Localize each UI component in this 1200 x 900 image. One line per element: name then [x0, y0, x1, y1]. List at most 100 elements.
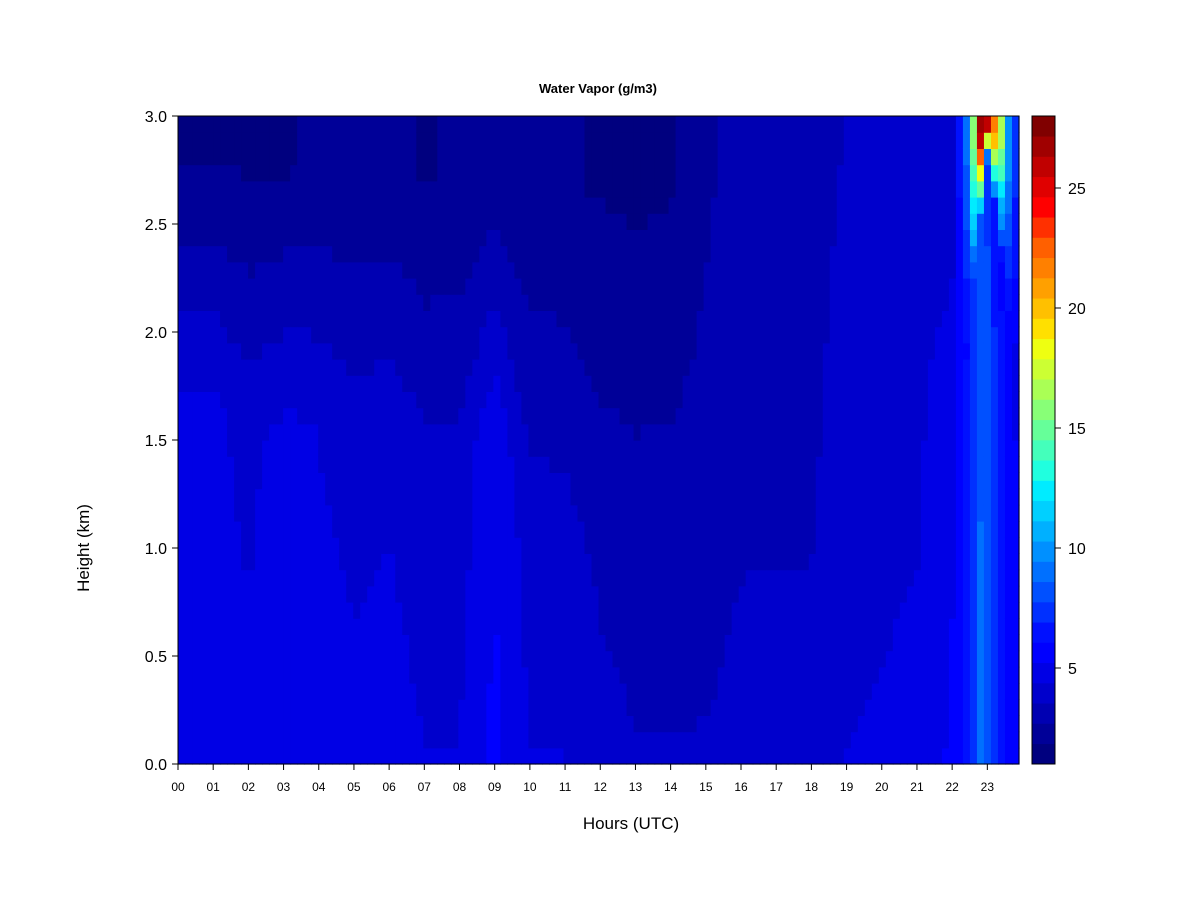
heatmap-cell	[234, 132, 242, 149]
heatmap-cell	[731, 456, 740, 473]
heatmap-cell	[192, 553, 200, 571]
heatmap-cell	[878, 342, 887, 360]
heatmap-cell	[367, 197, 375, 214]
heatmap-cell	[451, 229, 459, 247]
heatmap-cell	[871, 164, 880, 182]
heatmap-cell	[269, 180, 277, 198]
heatmap-cell	[836, 747, 845, 765]
heatmap-cell	[367, 375, 375, 392]
heatmap-cell	[388, 213, 396, 230]
heatmap-cell	[633, 650, 642, 668]
heatmap-cell	[1004, 359, 1013, 376]
heatmap-cell	[983, 602, 992, 619]
heatmap-cell	[976, 634, 985, 652]
heatmap-cell	[752, 488, 761, 506]
heatmap-cell	[934, 634, 943, 652]
heatmap-cell	[948, 683, 957, 700]
heatmap-cell	[703, 423, 712, 441]
heatmap-cell	[269, 391, 277, 409]
heatmap-cell	[850, 261, 859, 279]
heatmap-cell	[563, 521, 572, 538]
heatmap-cell	[528, 148, 537, 166]
heatmap-cell	[948, 618, 957, 635]
heatmap-cell	[633, 456, 642, 473]
heatmap-cell	[395, 456, 403, 473]
heatmap-cell	[731, 116, 740, 133]
heatmap-cell	[780, 310, 789, 328]
heatmap-cell	[388, 407, 396, 425]
heatmap-cell	[591, 585, 600, 603]
heatmap-cell	[759, 553, 768, 571]
heatmap-cell	[661, 132, 670, 149]
heatmap-cell	[535, 132, 544, 149]
heatmap-cell	[696, 148, 705, 166]
heatmap-cell	[185, 132, 193, 149]
heatmap-cell	[829, 116, 838, 133]
heatmap-cell	[808, 294, 817, 311]
heatmap-cell	[444, 602, 452, 619]
heatmap-cell	[556, 164, 565, 182]
heatmap-cell	[339, 116, 347, 133]
heatmap-cell	[486, 666, 494, 684]
heatmap-cell	[962, 423, 971, 441]
heatmap-cell	[675, 294, 684, 311]
heatmap-cell	[899, 521, 908, 538]
heatmap-cell	[1011, 132, 1020, 149]
heatmap-cell	[528, 116, 537, 133]
heatmap-cell	[668, 407, 677, 425]
heatmap-cell	[542, 326, 551, 344]
heatmap-cell	[990, 359, 999, 376]
heatmap-cell	[927, 683, 936, 700]
heatmap-cell	[402, 440, 410, 457]
heatmap-cell	[297, 488, 305, 506]
heatmap-cell	[388, 197, 396, 214]
heatmap-cell	[934, 261, 943, 279]
heatmap-cell	[633, 618, 642, 635]
heatmap-cell	[269, 504, 277, 522]
heatmap-cell	[675, 164, 684, 182]
heatmap-cell	[647, 440, 656, 457]
heatmap-cell	[780, 602, 789, 619]
heatmap-cell	[360, 456, 368, 473]
heatmap-cell	[794, 537, 803, 554]
heatmap-cell	[430, 504, 438, 522]
heatmap-cell	[738, 650, 747, 668]
heatmap-cell	[906, 747, 915, 765]
heatmap-cell	[199, 213, 207, 230]
heatmap-cell	[465, 261, 473, 279]
heatmap-cell	[458, 650, 466, 668]
heatmap-cell	[815, 326, 824, 344]
heatmap-cell	[521, 569, 530, 587]
heatmap-cell	[815, 553, 824, 571]
heatmap-cell	[213, 261, 221, 279]
heatmap-cell	[486, 197, 494, 214]
heatmap-cell	[682, 634, 691, 652]
heatmap-cell	[500, 391, 508, 409]
heatmap-cell	[283, 213, 291, 230]
heatmap-cell	[612, 602, 621, 619]
heatmap-cell	[794, 148, 803, 166]
heatmap-cell	[598, 521, 607, 538]
heatmap-cell	[507, 537, 515, 554]
heatmap-cell	[864, 521, 873, 538]
heatmap-cell	[1011, 747, 1020, 765]
heatmap-cell	[794, 229, 803, 247]
heatmap-cell	[528, 634, 537, 652]
heatmap-cell	[451, 634, 459, 652]
heatmap-cell	[962, 391, 971, 409]
heatmap-cell	[983, 537, 992, 554]
heatmap-cell	[654, 407, 663, 425]
heatmap-cell	[633, 391, 642, 409]
heatmap-cell	[374, 521, 382, 538]
heatmap-cell	[374, 407, 382, 425]
heatmap-cell	[199, 618, 207, 635]
heatmap-cell	[731, 666, 740, 684]
heatmap-cell	[787, 391, 796, 409]
heatmap-cell	[612, 715, 621, 733]
heatmap-cell	[353, 310, 361, 328]
heatmap-cell	[612, 456, 621, 473]
heatmap-cell	[885, 488, 894, 506]
heatmap-cell	[969, 423, 978, 441]
heatmap-cell	[668, 472, 677, 490]
heatmap-cell	[1004, 699, 1013, 716]
